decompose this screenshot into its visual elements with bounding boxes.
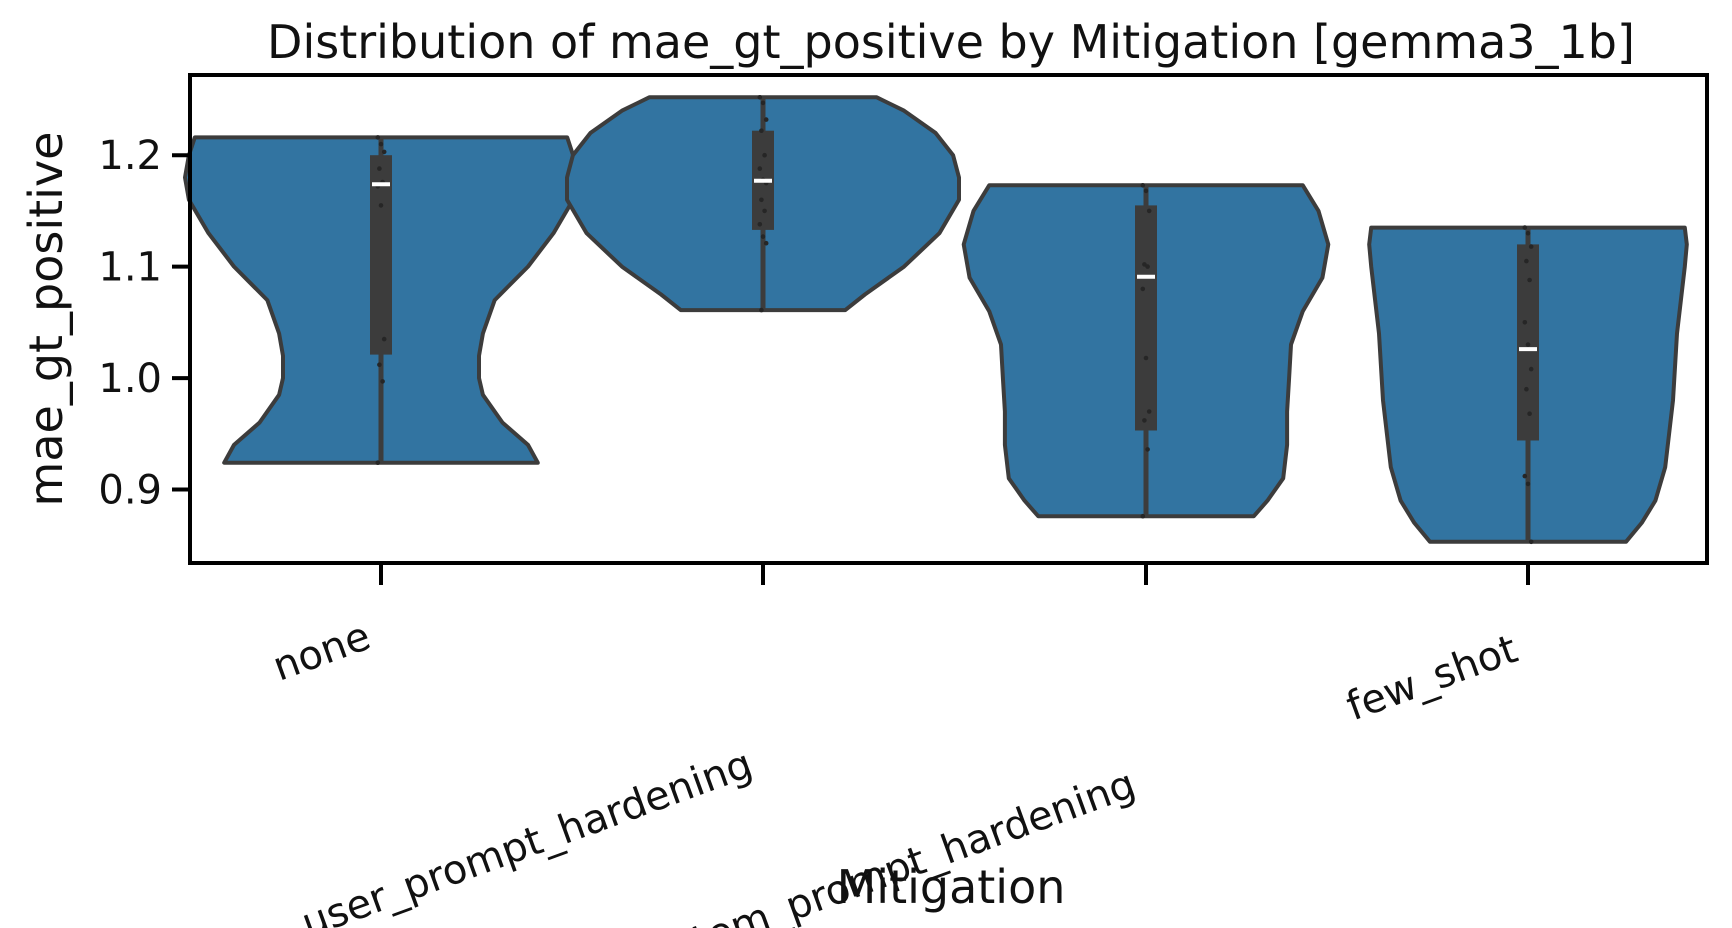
data-point (763, 240, 769, 246)
y-tick-label: 0.9 (98, 468, 162, 514)
data-point (757, 95, 763, 100)
data-point (377, 166, 382, 171)
data-point (757, 222, 763, 227)
data-point (1522, 320, 1528, 325)
data-point (1528, 244, 1534, 249)
plot-frame (188, 73, 1709, 565)
data-point (1524, 386, 1529, 392)
data-point (762, 152, 767, 158)
data-point (1142, 262, 1147, 267)
data-point (759, 307, 764, 313)
data-point (757, 166, 763, 171)
data-point (381, 149, 387, 155)
data-point (1140, 183, 1146, 188)
data-point (375, 135, 381, 140)
data-point (1142, 418, 1147, 423)
data-point (1143, 355, 1149, 361)
data-point (378, 203, 384, 208)
data-point (377, 362, 382, 368)
data-point (1527, 277, 1532, 283)
violin-group-user_prompt_hardening (565, 95, 961, 313)
chart-title: Distribution of mae_gt_positive by Mitig… (267, 15, 1635, 69)
data-point (380, 379, 385, 384)
data-point (375, 460, 381, 466)
data-point (1525, 342, 1531, 347)
x-tick-label: none (267, 613, 377, 690)
data-point (759, 128, 764, 133)
data-point (1528, 366, 1534, 372)
data-point (1145, 447, 1150, 452)
data-point (1522, 473, 1528, 479)
iqr-box (370, 155, 392, 355)
data-point (1528, 539, 1534, 545)
data-point (1527, 411, 1532, 417)
data-point (1145, 264, 1150, 269)
data-point (763, 117, 769, 122)
y-axis-label: mae_gt_positive (19, 132, 73, 507)
y-axis: 0.9 1.0 1.1 1.2 (98, 133, 190, 514)
x-tick-label: few_shot (1341, 626, 1524, 730)
data-point (1522, 225, 1528, 230)
y-tick-label: 1.1 (98, 245, 162, 291)
data-point (1525, 230, 1531, 236)
x-tick-label: user_prompt_hardening (296, 741, 759, 928)
data-point (1525, 481, 1531, 487)
violins-layer (183, 95, 1689, 545)
data-point (760, 100, 766, 106)
data-point (378, 141, 384, 147)
data-point (1143, 188, 1149, 194)
data-point (1146, 409, 1152, 414)
x-axis-label: Mitigation (837, 860, 1066, 914)
data-point (381, 336, 387, 342)
violin-group-none (183, 135, 579, 466)
data-point (760, 234, 766, 239)
y-tick-label: 1.2 (98, 133, 162, 179)
violin-group-system_prompt_hardening (961, 183, 1331, 519)
data-point (759, 197, 764, 203)
y-tick-label: 1.0 (98, 356, 162, 402)
data-point (1140, 513, 1146, 519)
data-point (1146, 208, 1152, 214)
violin-group-few_shot (1367, 225, 1689, 545)
data-point (1524, 258, 1529, 264)
data-point (1140, 286, 1146, 292)
data-point (762, 208, 767, 214)
iqr-box (1135, 205, 1157, 431)
